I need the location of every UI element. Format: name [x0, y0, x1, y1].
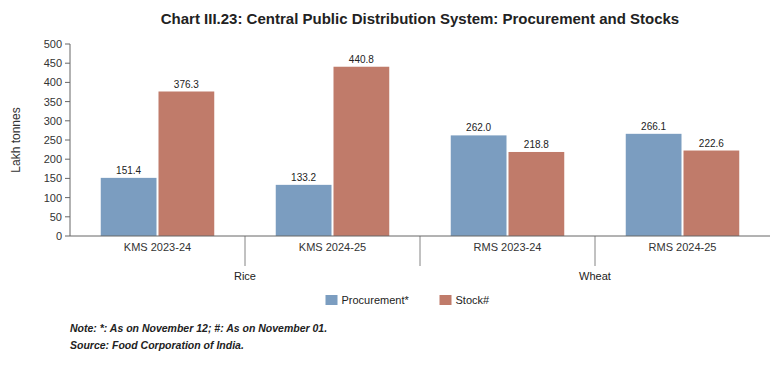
y-tick: [65, 216, 70, 217]
y-tick-label: 300: [44, 115, 62, 127]
y-tick: [65, 44, 70, 45]
y-tick-label: 150: [44, 172, 62, 184]
y-tick-label: 200: [44, 153, 62, 165]
legend-swatch: [440, 295, 452, 305]
data-label: 222.6: [699, 138, 724, 149]
group-label: Wheat: [579, 270, 611, 282]
legend-swatch: [326, 295, 338, 305]
chart: Chart III.23: Central Public Distributio…: [0, 0, 784, 385]
data-label: 376.3: [174, 79, 199, 90]
data-label: 262.0: [466, 122, 491, 133]
legend-entry: Stock#: [456, 294, 491, 306]
data-label: 266.1: [641, 121, 666, 132]
bar: [451, 135, 507, 236]
bar: [509, 152, 565, 236]
x-tick-label: KMS 2023-24: [124, 241, 191, 253]
group-label: Rice: [234, 270, 256, 282]
y-tick: [65, 63, 70, 64]
legend: Procurement* Stock#: [326, 294, 491, 306]
legend-entry: Procurement*: [342, 294, 410, 306]
category-separator: [245, 236, 246, 266]
chart-container: Chart III.23: Central Public Distributio…: [0, 0, 784, 385]
y-tick-label: 400: [44, 76, 62, 88]
note: Note: *: As on November 12; #: As on Nov…: [70, 322, 327, 334]
data-label: 218.8: [524, 139, 549, 150]
category-separator: [595, 236, 596, 266]
data-label: 151.4: [116, 165, 141, 176]
y-axis-label: Lakh tonnes: [9, 107, 23, 172]
bar: [626, 134, 682, 236]
y-tick: [65, 159, 70, 160]
note: Source: Food Corporation of India.: [70, 339, 244, 351]
y-tick-label: 350: [44, 96, 62, 108]
x-tick-label: RMS 2023-24: [474, 241, 542, 253]
y-tick: [65, 120, 70, 121]
y-axis-line: [70, 44, 71, 236]
category-separator: [420, 236, 421, 266]
y-tick-label: 450: [44, 57, 62, 69]
data-labels: 151.4 133.2 262.0 266.1 376.3 440.8 218.8 222.6: [116, 54, 724, 183]
y-tick: [65, 82, 70, 83]
y-tick-label: 250: [44, 134, 62, 146]
title: Chart III.23: Central Public Distributio…: [161, 10, 679, 27]
data-label: 440.8: [349, 54, 374, 65]
bar: [334, 67, 390, 236]
y-axis: 0 50 100 150 200 250 300 350 400 450 500: [44, 38, 70, 242]
y-tick: [65, 140, 70, 141]
y-tick: [65, 236, 70, 237]
y-tick-label: 100: [44, 192, 62, 204]
bars: [101, 67, 740, 236]
bar: [159, 92, 215, 236]
y-tick-label: 50: [50, 211, 62, 223]
bar: [276, 185, 332, 236]
y-tick-label: 0: [56, 230, 62, 242]
x-tick-label: RMS 2024-25: [649, 241, 717, 253]
y-tick: [65, 101, 70, 102]
x-tick-label: KMS 2024-25: [299, 241, 366, 253]
bar: [684, 151, 740, 236]
y-tick: [65, 178, 70, 179]
y-tick: [65, 197, 70, 198]
bar: [101, 178, 157, 236]
data-label: 133.2: [291, 172, 316, 183]
y-tick-label: 500: [44, 38, 62, 50]
